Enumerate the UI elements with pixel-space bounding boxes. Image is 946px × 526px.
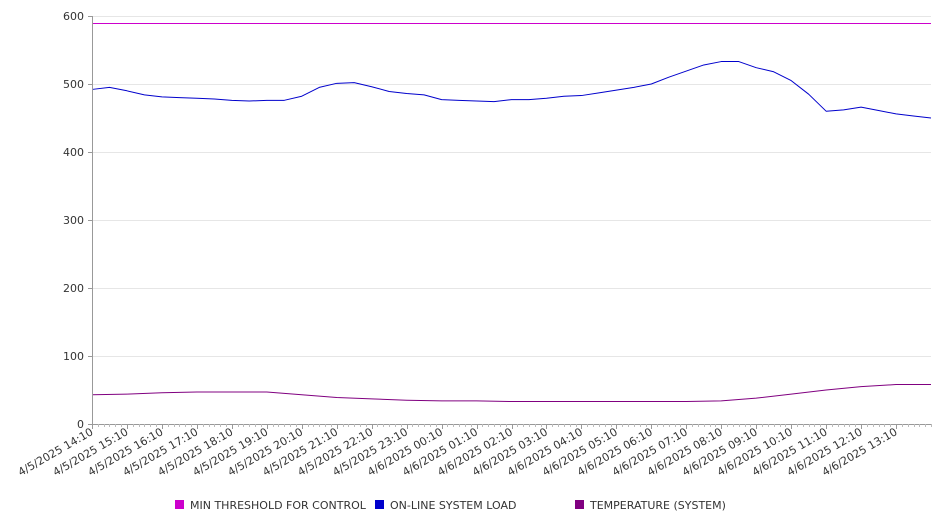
legend-label: ON-LINE SYSTEM LOAD	[390, 499, 516, 512]
y-tick-label: 100	[63, 350, 84, 363]
series-line-temperature-system	[91, 384, 931, 403]
chart-axes	[88, 16, 932, 429]
legend-swatch	[175, 500, 184, 509]
chart-legend: MIN THRESHOLD FOR CONTROL ON-LINE SYSTEM …	[175, 499, 726, 512]
y-tick-label: 300	[63, 214, 84, 227]
legend-swatch	[575, 500, 584, 509]
chart-grid	[92, 16, 931, 357]
legend-swatch	[375, 500, 384, 509]
y-tick-label: 400	[63, 146, 84, 159]
y-tick-label: 0	[77, 418, 84, 431]
y-tick-label: 500	[63, 78, 84, 91]
x-axis-tick-labels: 4/5/2025 14:104/5/2025 15:104/5/2025 16:…	[16, 425, 900, 479]
y-tick-label: 600	[63, 10, 84, 23]
legend-label: MIN THRESHOLD FOR CONTROL	[190, 499, 367, 512]
y-axis-tick-labels: 0 100 200 300 400 500 600	[63, 10, 84, 431]
series-line-on-line-system-load	[91, 61, 932, 119]
plot-area	[91, 22, 932, 403]
legend-label: TEMPERATURE (SYSTEM)	[589, 499, 726, 512]
y-tick-label: 200	[63, 282, 84, 295]
